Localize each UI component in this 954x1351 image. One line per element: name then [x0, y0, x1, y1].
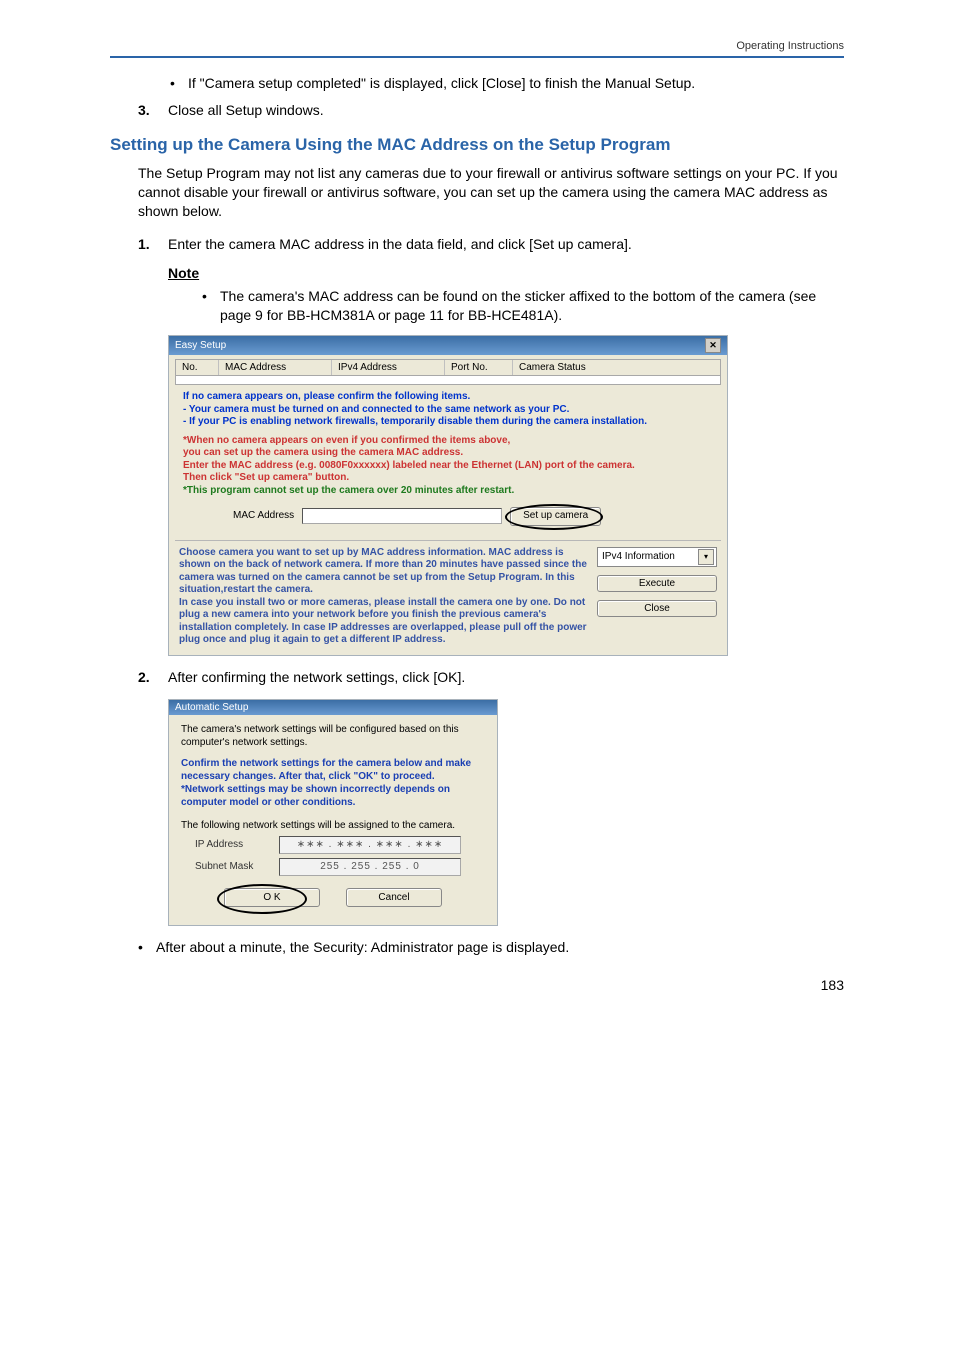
col-ipv4: IPv4 Address — [332, 360, 445, 375]
dlg2-paragraph-1: The camera's network settings will be co… — [181, 723, 485, 749]
page-number: 183 — [110, 977, 844, 993]
note-bullet-text: The camera's MAC address can be found on… — [220, 287, 844, 325]
dlg1-line7: Then click "Set up camera" button. — [183, 472, 713, 485]
close-icon[interactable]: ✕ — [705, 338, 721, 353]
ok-button[interactable]: O K — [224, 888, 320, 907]
chevron-down-icon: ▾ — [698, 549, 714, 565]
col-no: No. — [176, 360, 219, 375]
header-divider — [110, 56, 844, 58]
dlg1-line1: If no camera appears on, please confirm … — [183, 391, 713, 404]
note-heading: Note — [168, 265, 844, 281]
dlg1-line6: Enter the MAC address (e.g. 0080F0xxxxxx… — [183, 460, 713, 473]
mac-address-label: MAC Address — [233, 510, 294, 523]
ip-address-field[interactable]: ∗∗∗ . ∗∗∗ . ∗∗∗ . ∗∗∗ — [279, 836, 461, 854]
col-status: Camera Status — [513, 360, 720, 375]
callout-ellipse-icon — [217, 884, 307, 914]
intro-bullet: • If "Camera setup completed" is display… — [170, 74, 844, 93]
camera-list-body[interactable] — [175, 376, 721, 385]
automatic-setup-title: Automatic Setup — [169, 700, 497, 715]
mac-address-input[interactable] — [302, 508, 502, 524]
subnet-mask-label: Subnet Mask — [195, 860, 279, 873]
ok-button-label: O K — [263, 892, 280, 903]
step-2-text: After confirming the network settings, c… — [168, 668, 844, 687]
ipv4-info-select[interactable]: IPv4 Information ▾ — [597, 547, 717, 567]
step-1-text: Enter the camera MAC address in the data… — [168, 235, 844, 254]
dlg1-line5: you can set up the camera using the came… — [183, 447, 713, 460]
header-doc-label: Operating Instructions — [110, 40, 844, 52]
dlg1-bottom-text: Choose camera you want to set up by MAC … — [179, 547, 597, 647]
dlg1-line3: - If your PC is enabling network firewal… — [183, 416, 713, 429]
ipv4-info-select-label: IPv4 Information — [602, 551, 675, 562]
execute-button[interactable]: Execute — [597, 575, 717, 592]
easy-setup-dialog: Easy Setup ✕ No. MAC Address IPv4 Addres… — [168, 335, 728, 656]
col-mac: MAC Address — [219, 360, 332, 375]
section-paragraph: The Setup Program may not list any camer… — [138, 164, 844, 221]
cancel-button[interactable]: Cancel — [346, 888, 442, 907]
automatic-setup-dialog: Automatic Setup The camera's network set… — [168, 699, 498, 926]
tail-bullet-text: After about a minute, the Security: Admi… — [156, 938, 569, 957]
note-label: Note — [168, 265, 199, 281]
close-button[interactable]: Close — [597, 600, 717, 617]
dlg1-line4: *When no camera appears on even if you c… — [183, 435, 713, 448]
tail-bullet: • After about a minute, the Security: Ad… — [138, 938, 844, 957]
dlg2-paragraph-3: The following network settings will be a… — [181, 819, 485, 832]
step-3: 3. Close all Setup windows. — [138, 101, 844, 120]
dlg1-line8: *This program cannot set up the camera o… — [183, 485, 713, 498]
section-title: Setting up the Camera Using the MAC Addr… — [110, 134, 844, 156]
intro-bullet-text: If "Camera setup completed" is displayed… — [188, 74, 695, 93]
note-bullet: • The camera's MAC address can be found … — [202, 287, 844, 325]
subnet-mask-field[interactable]: 255 . 255 . 255 . 0 — [279, 858, 461, 876]
step-3-text: Close all Setup windows. — [168, 101, 844, 120]
set-up-camera-button[interactable]: Set up camera — [510, 507, 601, 526]
set-up-camera-button-label: Set up camera — [523, 510, 588, 521]
dialog-separator — [175, 540, 721, 541]
ip-address-label: IP Address — [195, 838, 279, 851]
camera-list-header: No. MAC Address IPv4 Address Port No. Ca… — [175, 359, 721, 376]
step-1: 1. Enter the camera MAC address in the d… — [138, 235, 844, 254]
easy-setup-title: Easy Setup — [175, 340, 226, 351]
step-2: 2. After confirming the network settings… — [138, 668, 844, 687]
easy-setup-titlebar: Easy Setup ✕ — [169, 336, 727, 355]
dlg2-paragraph-2: Confirm the network settings for the cam… — [181, 757, 485, 809]
col-port: Port No. — [445, 360, 513, 375]
dlg1-line2: - Your camera must be turned on and conn… — [183, 404, 713, 417]
